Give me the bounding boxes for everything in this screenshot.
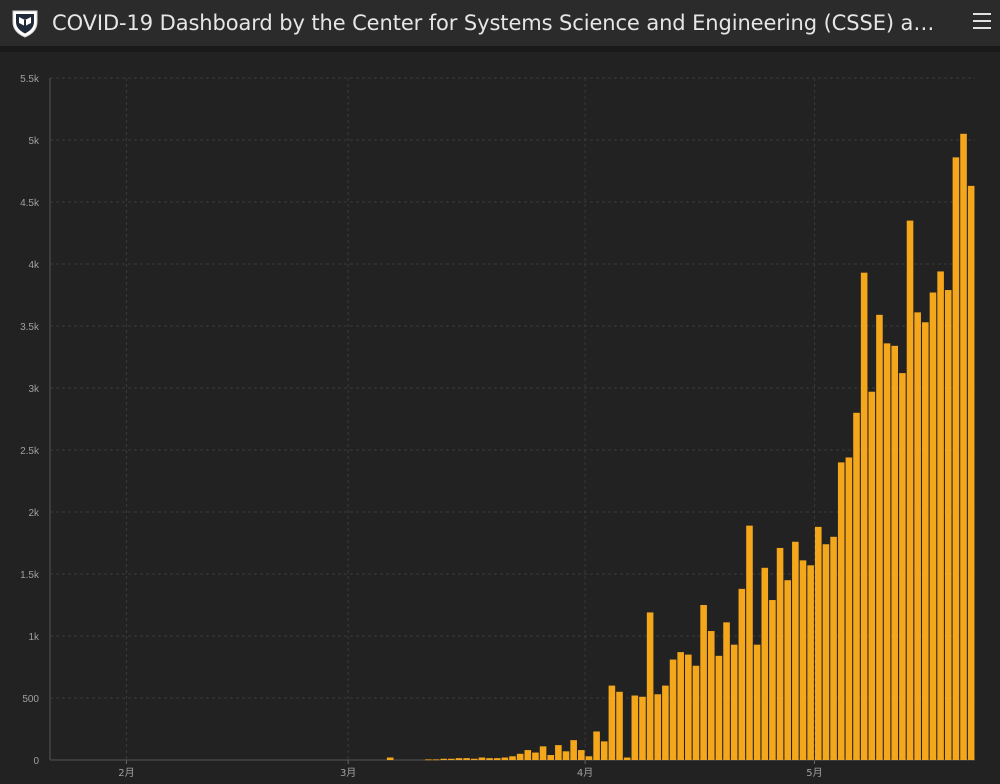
bar [746,525,753,760]
bar [501,757,509,760]
bar [486,758,493,760]
bar [654,694,662,760]
bar [769,600,776,760]
y-tick-label: 4k [28,260,40,271]
bar [493,758,501,760]
bar [853,412,860,760]
x-tick-label: 5月 [806,767,822,779]
bar [822,544,830,760]
bar [478,757,486,760]
bar [776,547,784,760]
bar [677,652,684,760]
bar [814,526,822,760]
bar [891,345,899,760]
bar [425,759,432,761]
bar [922,322,929,760]
bar [562,751,570,760]
dashboard-title: COVID-19 Dashboard by the Center for Sys… [52,11,938,35]
bar [516,753,524,760]
y-tick-label: 4.5k [20,198,40,209]
bar-chart: 0 500 1k 1.5k 2k 2.5k 3k 3.5k 4k 4.5k 5k 5.5k 2月 3月 4月… [20,74,975,779]
bar [944,290,952,760]
bar [799,560,807,760]
bar [448,758,455,760]
daily-cases-chart: 0 500 1k 1.5k 2k 2.5k 3k 3.5k 4k 4.5k 5k 5.5k 2月 3月 4月… [0,52,1000,784]
bar [646,612,654,760]
bar [845,457,853,760]
bar [837,462,845,760]
y-tick-label: 3k [28,384,40,395]
app-header: COVID-19 Dashboard by the Center for Sys… [0,0,1000,46]
x-tick-label: 2月 [118,767,134,779]
y-tick-label: 5.5k [20,74,40,85]
bar [868,391,876,760]
bar [952,157,960,761]
x-tick-label: 3月 [340,767,356,779]
bar [463,758,470,760]
bar [555,745,562,760]
bar [440,758,447,760]
bar [623,757,631,760]
bar [914,312,921,760]
y-tick-label: 3.5k [20,322,40,333]
bar [906,220,914,761]
bar [455,758,463,760]
bar [669,659,677,760]
bar [524,750,532,760]
bar [730,644,738,760]
y-tick-label: 0 [33,756,39,767]
bar [967,185,975,760]
bar [578,750,585,760]
bar [600,741,608,760]
bar [753,644,761,760]
bar [738,588,746,760]
bar [761,567,769,760]
bar [685,654,692,760]
bar [662,685,669,760]
bar [539,746,547,760]
bar [608,685,616,760]
bar [639,696,646,760]
hamburger-menu-icon[interactable] [973,13,991,31]
bar [929,292,937,760]
bar [547,755,555,760]
bar [899,373,906,760]
x-tick-label: 4月 [577,767,593,779]
bar [509,756,516,760]
bar [960,133,967,761]
bar [860,272,868,760]
bar [792,541,799,760]
y-tick-label: 1.5k [20,570,40,581]
y-tick-label: 2k [28,508,40,519]
bar [807,565,814,760]
bar [830,536,837,760]
bar [532,752,539,760]
bar [715,655,723,760]
bar [616,691,623,760]
y-tick-label: 500 [22,694,39,705]
bar [707,631,715,760]
bar [432,759,440,761]
university-shield-icon [12,10,38,38]
bar [883,343,891,760]
y-tick-label: 5k [28,136,40,147]
bar [631,695,639,760]
bar [570,740,577,760]
bar [784,580,791,760]
bar [937,271,944,760]
bar [723,622,730,760]
bar [585,756,593,760]
bar [700,605,707,760]
bar [692,665,700,760]
y-tick-label: 2.5k [20,446,40,457]
y-tick-label: 1k [28,632,40,643]
header-separator [0,46,1000,52]
bar [386,757,394,760]
bar [470,758,478,760]
bar [876,314,883,760]
bar [593,731,600,760]
